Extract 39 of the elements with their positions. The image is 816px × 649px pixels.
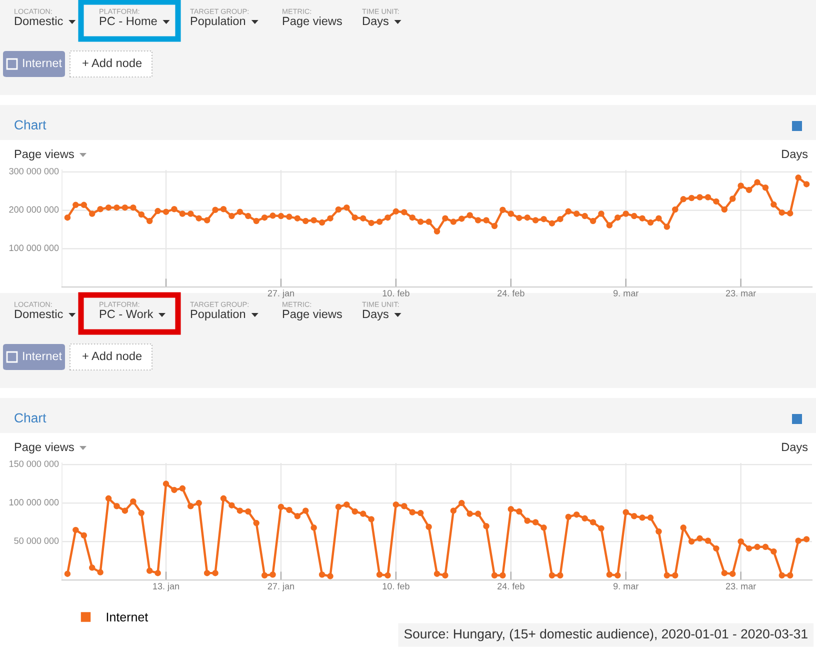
x-tick-label: 27. jan: [268, 290, 294, 298]
y-tick-label: 50 000 000: [14, 538, 59, 544]
chart-title: Chart: [14, 412, 46, 423]
x-tick-label: 9. mar: [614, 290, 639, 296]
y-tick-label: 150 000 000: [9, 460, 59, 467]
text: Internet: [23, 58, 62, 68]
text: Days: [782, 150, 808, 161]
y-tick-label: 300 000 000: [9, 168, 59, 174]
x-tick-label: 10. feb: [382, 582, 410, 590]
y-tick-label: 200 000 000: [9, 206, 59, 213]
text: PC - Work: [100, 309, 154, 318]
text: Internet: [23, 352, 62, 360]
text: Page views: [282, 16, 342, 28]
x-tick-label: 23. mar: [726, 583, 756, 590]
text: Page views: [14, 150, 74, 161]
legend-label: Internet: [106, 612, 148, 622]
x-tick-label: 24. feb: [498, 290, 524, 296]
x-tick-label: 27. jan: [268, 582, 294, 592]
x-tick-label: 23. mar: [726, 290, 756, 296]
x-tick-label: 9. mar: [614, 583, 639, 590]
text: Domestic: [14, 16, 63, 26]
y-tick-label: 100 000 000: [9, 499, 59, 506]
text: Population: [190, 16, 246, 28]
x-tick-label: 24. feb: [498, 582, 524, 590]
text: Days: [362, 16, 388, 28]
text: Days: [362, 310, 388, 321]
text: + Add node: [82, 351, 142, 360]
text: Domestic: [14, 309, 63, 318]
text: Population: [190, 309, 246, 321]
text: Page views: [282, 309, 342, 321]
x-tick-label: 10. feb: [382, 290, 410, 296]
text: + Add node: [82, 58, 142, 68]
y-tick-label: 100 000 000: [9, 244, 59, 252]
chart-title: Chart: [14, 120, 46, 130]
text: Page views: [14, 442, 74, 454]
text: Days: [782, 442, 808, 454]
x-tick-label: 13. jan: [153, 582, 179, 592]
source-note: Source: Hungary, (15+ domestic audience), 2020-01-01 - 2020-03-31: [404, 628, 808, 642]
text: PC - Home: [100, 16, 157, 26]
